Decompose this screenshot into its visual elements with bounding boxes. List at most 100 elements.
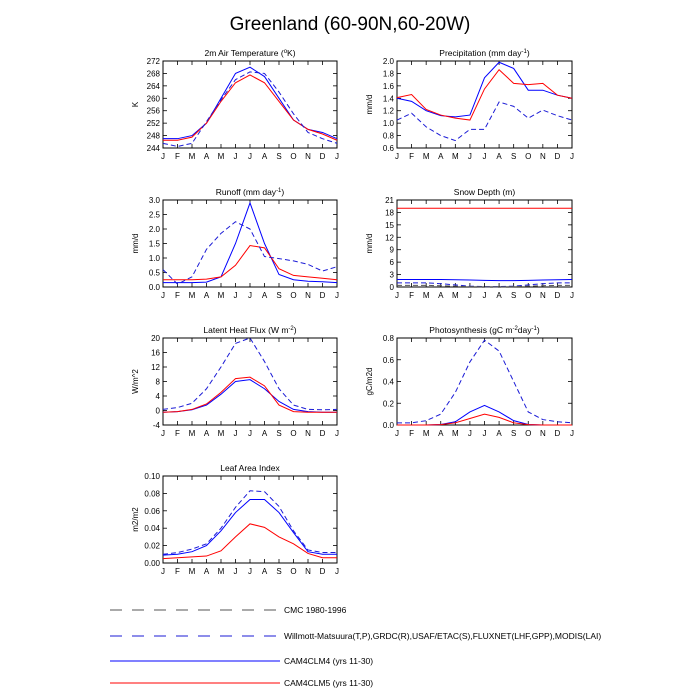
legend: CMC 1980-1996 Willmott-Matsuura(T,P),GRDC… xyxy=(110,605,601,688)
y-tick-label: 0.00 xyxy=(144,559,160,568)
y-tick-label: 1.2 xyxy=(383,107,395,116)
x-tick-label: D xyxy=(320,152,326,161)
x-tick-label: J xyxy=(468,429,472,438)
y-tick-label: 0.02 xyxy=(144,542,160,551)
x-tick-label: S xyxy=(511,152,516,161)
legend-entry: CAM4CLM5 (yrs 11-30) xyxy=(110,678,373,688)
y-tick-label: 3.0 xyxy=(149,196,161,205)
x-tick-label: O xyxy=(290,291,296,300)
y-axis-label: m2/m2 xyxy=(131,507,140,532)
y-tick-label: 0.04 xyxy=(144,524,160,533)
y-tick-label: 1.0 xyxy=(383,119,395,128)
x-tick-label: A xyxy=(262,429,268,438)
y-tick-label: 1.0 xyxy=(149,254,161,263)
x-tick-label: A xyxy=(204,152,210,161)
y-tick-label: 16 xyxy=(151,349,160,358)
x-tick-label: M xyxy=(189,429,196,438)
series-line-cam4clm5 xyxy=(163,74,338,141)
panel-title: Photosynthesis (gC m-2day-1) xyxy=(429,325,540,335)
x-tick-label: J xyxy=(248,152,252,161)
x-tick-label: J xyxy=(395,152,399,161)
x-tick-label: M xyxy=(452,291,459,300)
title-sup: -2 xyxy=(512,326,518,332)
x-tick-label: J xyxy=(335,429,339,438)
x-tick-label: N xyxy=(540,429,546,438)
x-tick-label: J xyxy=(234,567,238,576)
y-axis-label: mm/d xyxy=(131,234,140,254)
panel-title: 2m Air Temperature (oK) xyxy=(204,48,295,58)
y-tick-label: 0.10 xyxy=(144,472,160,481)
x-tick-label: J xyxy=(161,429,165,438)
series-line-cam4clm4 xyxy=(162,379,337,413)
x-tick-label: D xyxy=(555,152,561,161)
x-tick-label: O xyxy=(290,567,296,576)
x-tick-label: J xyxy=(335,567,339,576)
x-tick-label: M xyxy=(189,291,196,300)
title-base: Runoff (mm day xyxy=(216,187,277,197)
x-tick-label: A xyxy=(438,152,444,161)
x-tick-label: J xyxy=(234,152,238,161)
y-tick-label: 4 xyxy=(156,392,161,401)
series-line-cam4clm4 xyxy=(396,61,573,118)
x-tick-label: J xyxy=(248,429,252,438)
y-tick-label: 0.8 xyxy=(383,334,395,343)
y-tick-label: 18 xyxy=(385,208,394,217)
x-tick-label: M xyxy=(452,429,459,438)
series-line-fluxnet xyxy=(397,339,573,424)
x-tick-label: M xyxy=(189,567,196,576)
series-line-modis xyxy=(162,490,337,555)
series-line-cam4clm5 xyxy=(162,376,337,413)
legend-label: Willmott-Matsuura(T,P),GRDC(R),USAF/ETAC… xyxy=(284,631,601,641)
x-tick-label: J xyxy=(570,291,574,300)
x-tick-label: O xyxy=(290,429,296,438)
y-tick-label: 2.0 xyxy=(383,57,395,66)
x-tick-label: J xyxy=(161,567,165,576)
title-base: Snow Depth (m) xyxy=(454,187,516,197)
x-tick-label: J xyxy=(468,291,472,300)
x-tick-label: O xyxy=(525,291,531,300)
series-line-cam4clm5 xyxy=(162,523,337,560)
x-tick-label: D xyxy=(555,291,561,300)
x-tick-label: A xyxy=(496,291,502,300)
y-tick-label: 15 xyxy=(385,221,394,230)
x-tick-label: F xyxy=(175,429,180,438)
x-tick-label: F xyxy=(175,152,180,161)
series-line-fluxnet xyxy=(162,337,338,411)
series-line-cam4clm4 xyxy=(163,201,338,284)
y-axis-label: mm/d xyxy=(365,95,374,115)
series-line-willmott-matsuura xyxy=(396,101,573,142)
x-tick-label: D xyxy=(555,429,561,438)
y-tick-label: 9 xyxy=(390,246,395,255)
y-tick-label: 0.0 xyxy=(149,283,161,292)
panels-group: 2m Air Temperature (oK)24424825225626026… xyxy=(131,48,574,576)
x-tick-label: F xyxy=(175,291,180,300)
panel-temperature: 2m Air Temperature (oK) 244 248 252 256 260 26… xyxy=(131,48,339,161)
series-line-cam4clm5 xyxy=(396,68,573,121)
x-tick-label: D xyxy=(320,429,326,438)
y-tick-label: 1.4 xyxy=(383,94,395,103)
x-tick-label: N xyxy=(305,567,311,576)
y-tick-label: 12 xyxy=(385,233,394,242)
x-tick-label: N xyxy=(540,152,546,161)
x-tick-label: A xyxy=(262,291,268,300)
title-base: Precipitation (mm day xyxy=(439,48,522,58)
x-tick-label: S xyxy=(276,291,281,300)
x-tick-label: S xyxy=(276,429,281,438)
x-tick-label: S xyxy=(511,429,516,438)
y-tick-label: 1.8 xyxy=(383,69,395,78)
x-tick-label: N xyxy=(305,429,311,438)
y-tick-label: 268 xyxy=(147,69,161,78)
panel-leaf-area: Leaf Area Index 0.00 0.02 0.04 0.06 0.08 0.10 J… xyxy=(131,463,339,576)
x-tick-label: N xyxy=(540,291,546,300)
x-tick-label: A xyxy=(262,152,268,161)
y-tick-label: 20 xyxy=(151,334,160,343)
y-tick-label: 0.06 xyxy=(144,507,160,516)
x-tick-label: F xyxy=(409,429,414,438)
x-tick-label: J xyxy=(161,152,165,161)
plot-frame xyxy=(396,199,573,288)
y-tick-label: 248 xyxy=(147,132,161,141)
series-line-cam4clm4 xyxy=(163,66,338,140)
